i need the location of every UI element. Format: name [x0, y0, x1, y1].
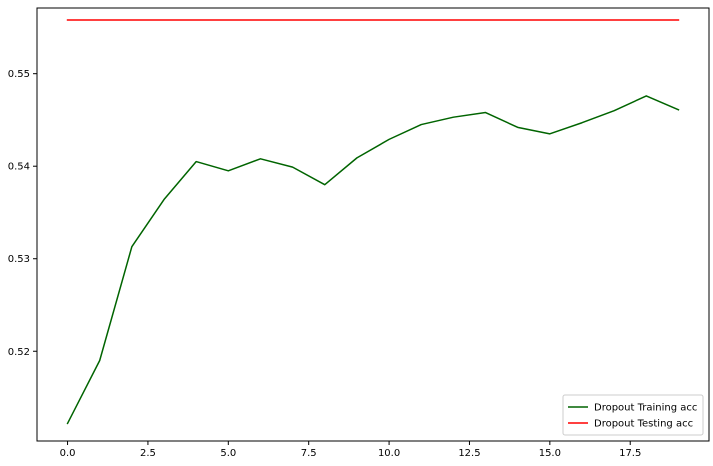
series-line-dropout-training-acc: [66, 95, 680, 425]
y-tick-label: 0.52: [8, 347, 30, 358]
plot-frame: [36, 7, 710, 442]
x-tick-label: 7.5: [301, 448, 317, 459]
y-tick-label: 0.55: [8, 69, 30, 80]
legend-label: Dropout Testing acc: [594, 419, 693, 430]
legend-box: [562, 394, 704, 436]
x-tick-label: 5.0: [220, 448, 236, 459]
x-tick-label: 2.5: [140, 448, 156, 459]
legend-label: Dropout Training acc: [594, 403, 697, 414]
legend: Dropout Training acc Dropout Testing acc: [562, 394, 704, 436]
x-tick-label: 15.0: [539, 448, 561, 459]
x-axis: 0.0 2.5 5.0 7.5 10.0 12.5 15.0 17.5: [60, 441, 641, 459]
y-axis: 0.52 0.53 0.54 0.55: [8, 69, 37, 358]
x-tick-label: 10.0: [378, 448, 400, 459]
series-layer: [66, 19, 680, 425]
x-tick-label: 17.5: [619, 448, 641, 459]
y-tick-label: 0.53: [8, 254, 30, 265]
x-tick-label: 0.0: [60, 448, 76, 459]
y-tick-label: 0.54: [8, 162, 30, 173]
x-tick-label: 12.5: [458, 448, 480, 459]
